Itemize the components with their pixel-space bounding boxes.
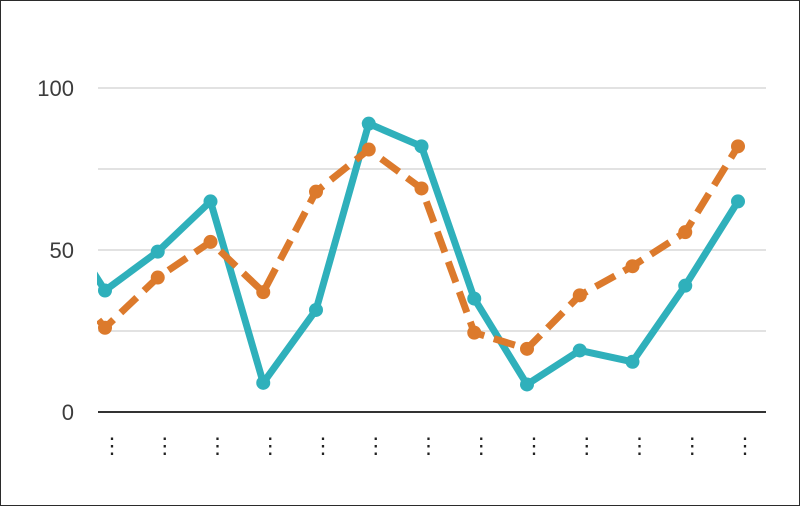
x-tick-label: ⋮ (681, 433, 703, 458)
x-tick-label: ⋮ (207, 433, 229, 458)
y-tick-label: 0 (62, 400, 74, 425)
series-2-point (414, 181, 429, 196)
series-lines (97, 116, 745, 392)
x-tick-label: ⋮ (154, 433, 176, 458)
series-1-point (520, 377, 534, 392)
series-1-point (309, 302, 323, 317)
x-tick-label: ⋮ (523, 433, 545, 458)
x-tick-label: ⋮ (312, 433, 334, 458)
series-2-point (625, 259, 640, 274)
series-2-point (678, 225, 693, 240)
series-1-point (361, 116, 376, 131)
series-2-point (203, 234, 218, 249)
series-1-point (98, 283, 112, 298)
x-tick-label: ⋮ (734, 433, 756, 458)
series-2-point (467, 325, 482, 340)
series-1-point (731, 194, 745, 209)
x-tick-label: ⋮ (629, 433, 651, 458)
x-tick-label: ⋮ (470, 433, 492, 458)
x-tick-label: ⋮ (576, 433, 598, 458)
series-1-point (256, 375, 271, 390)
series-1-point (150, 244, 165, 259)
y-axis-labels: 0 50 100 (37, 76, 74, 425)
y-tick-label: 100 (37, 76, 74, 101)
x-axis-labels: ⋮ ⋮ ⋮ ⋮ ⋮ ⋮ ⋮ ⋮ ⋮ ⋮ ⋮ ⋮ ⋮ (101, 433, 756, 458)
series-1-point (625, 354, 640, 369)
series-1-point (203, 194, 218, 209)
series-2-point (98, 320, 112, 335)
series-2-point (150, 270, 165, 285)
series-1-point (414, 139, 429, 154)
series-1-point (467, 291, 482, 306)
x-tick-label: ⋮ (259, 433, 281, 458)
series-line-1 (97, 120, 741, 388)
series-1-point (572, 343, 587, 358)
series-2-point (520, 341, 534, 356)
x-tick-label: ⋮ (365, 433, 387, 458)
series-2-point (256, 285, 271, 300)
x-tick-label: ⋮ (101, 433, 123, 458)
series-1-point (678, 278, 693, 293)
x-tick-label: ⋮ (418, 433, 440, 458)
series-2-point (361, 142, 376, 157)
series-2-point (731, 139, 745, 154)
series-2-point (572, 288, 587, 303)
y-tick-label: 50 (50, 238, 74, 263)
series-line-2 (97, 144, 741, 353)
series-2-point (309, 184, 323, 199)
